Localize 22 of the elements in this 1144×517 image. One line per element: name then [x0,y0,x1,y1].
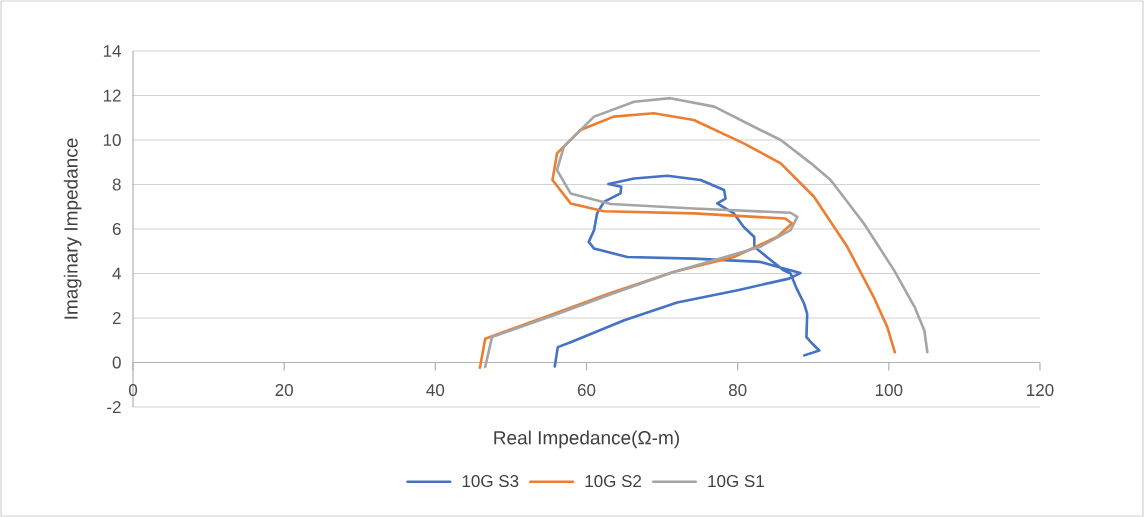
legend-label: 10G S1 [708,475,764,488]
y-tick-label: 6 [112,222,121,236]
y-tick-label: 14 [103,45,121,57]
x-tick-label: 40 [426,384,445,397]
x-tick-label: 0 [128,384,138,397]
y-tick-label: 2 [112,312,121,324]
legend-label: 10G S3 [462,475,519,488]
x-tick-label: 80 [728,384,747,397]
line-series [553,174,821,368]
x-tick-label: 20 [275,384,293,397]
y-tick-label: -2 [107,401,121,413]
y-tick-label: 4 [112,267,121,280]
x-axis-title: Real Impedance(Ω-m) [494,430,679,449]
y-tick-label: 0 [112,356,121,369]
x-tick-label: 60 [577,384,596,397]
y-tick-label: 12 [103,89,121,102]
y-tick-label: 8 [112,178,121,191]
x-tick-label: 100 [875,384,903,397]
y-tick-label: 10 [103,133,121,147]
y-axis-title: Imaginary Impedance [63,138,82,319]
x-tick-label: 120 [1027,384,1054,397]
legend-label: 10G S2 [585,475,642,488]
